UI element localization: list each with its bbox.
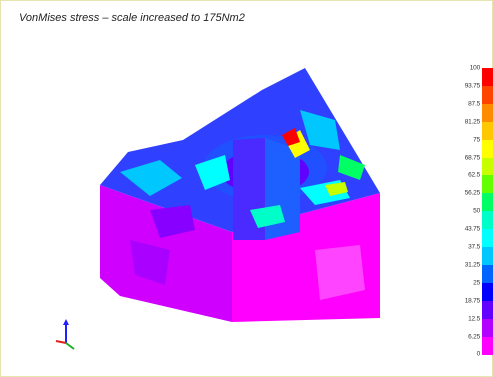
plot-caption: VonMises stress – scale increased to 175… (19, 12, 245, 24)
axis-x-icon (55, 340, 67, 344)
legend-tick-label: 62.5 (468, 171, 480, 179)
legend-color-swatch (482, 139, 493, 158)
legend-tick-label: 75 (473, 136, 480, 144)
stress-patches (120, 110, 365, 300)
legend-tick-label: 37.5 (468, 243, 480, 251)
legend-tick-label: 6.25 (468, 333, 480, 340)
legend-color-swatch (482, 282, 493, 302)
legend-tick-label: 100 (469, 64, 480, 72)
legend-color-swatch (482, 103, 493, 123)
legend-color-swatch (482, 247, 493, 266)
legend-tick-label: 87.5 (468, 100, 480, 108)
legend-color-swatch (482, 318, 493, 337)
legend-tick-label: 0 (476, 350, 481, 358)
legend-color-swatch (482, 68, 493, 87)
axis-y-icon (65, 342, 75, 350)
legend-tick-label: 50 (473, 207, 480, 215)
legend-tick-label: 31.25 (464, 261, 480, 269)
legend-color-swatch (482, 211, 493, 230)
legend-color-swatch (482, 229, 493, 248)
legend-color-swatch (482, 157, 493, 176)
legend-color-swatch (482, 264, 493, 284)
legend-color-swatch (482, 175, 493, 194)
legend-color-swatch (482, 121, 493, 141)
axis-z-arrow-icon (63, 319, 69, 325)
legend-color-swatch (482, 85, 493, 105)
color-scale-legend: 100 93.75 87.5 81.25 75 68.75 62.5 56.25 50 43.75… (448, 62, 493, 374)
legend-tick-label: 43.75 (464, 225, 480, 233)
legend-tick-label: 25 (473, 279, 480, 287)
legend-color-swatch (482, 193, 493, 212)
legend-tick-label: 18.75 (464, 297, 480, 305)
legend-tick-label: 81.25 (464, 118, 480, 126)
legend-tick-label: 68.75 (464, 154, 480, 161)
legend-tick-label: 56.25 (464, 189, 480, 197)
legend-tick-label: 12.5 (468, 315, 480, 323)
legend-color-swatch (482, 300, 493, 320)
legend-tick-label: 93.75 (464, 82, 480, 90)
coordinate-axes-icon (55, 319, 75, 350)
legend-color-swatch (482, 336, 493, 355)
